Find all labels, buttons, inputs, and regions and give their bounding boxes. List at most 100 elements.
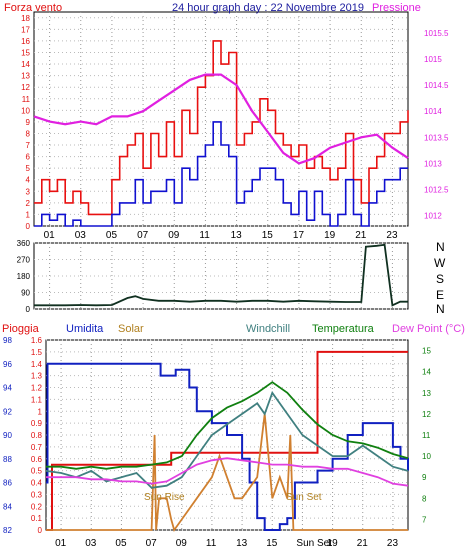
chart1-left-tick-label: 14 — [21, 60, 30, 69]
series-layer — [33, 40, 409, 533]
chart3-xtick-label: Sun Set — [296, 538, 332, 549]
chart1-right-tick-label: 1013 — [424, 159, 442, 168]
chart1-xtick-label: 09 — [168, 230, 180, 241]
chart1-xtick-label: 01 — [44, 230, 56, 241]
chart3-humidity-tick-label: 96 — [3, 360, 12, 369]
chart2-tick-label: 270 — [17, 256, 31, 265]
chart3-series-temperature — [46, 381, 409, 470]
chart3-rain-tick-label: 1.3 — [31, 372, 43, 381]
chart2-tick-label: 360 — [17, 239, 31, 248]
chart3-xtick-label: 23 — [387, 538, 399, 549]
chart3-rain-tick-label: 0.8 — [31, 431, 43, 440]
chart1-left-tick-label: 12 — [21, 83, 30, 92]
chart1-right-tick-label: 1014 — [424, 107, 442, 116]
chart3-series-windchill — [45, 390, 409, 489]
chart1-xtick-label: 23 — [386, 230, 398, 241]
pressure-axis-label: Pressione — [372, 2, 421, 14]
chart1-xtick-label: 11 — [199, 230, 210, 241]
chart2-tick-label: 90 — [21, 289, 30, 298]
compass-e: E — [436, 288, 444, 302]
legend-windchill: Windchill — [246, 323, 290, 335]
chart3-rain-tick-label: 1 — [38, 407, 43, 416]
compass-labels: N W S E N — [434, 240, 446, 316]
chart1-right-tick-label: 1012 — [424, 212, 442, 221]
chart3-xtick-label: 01 — [55, 538, 67, 549]
axis-layer: 01 03 05 07 09 11 13 15 17 19 21 230123456789101112… — [3, 14, 449, 549]
chart3-series-humidity — [46, 362, 409, 531]
chart1-right-tick-label: 1013.5 — [424, 133, 449, 142]
compass-n-bottom: N — [436, 302, 445, 316]
chart3-humidity-tick-label: 84 — [3, 502, 12, 511]
chart3-humidity-tick-label: 92 — [3, 407, 12, 416]
chart1-xtick-label: 13 — [231, 230, 243, 241]
chart1-left-tick-label: 10 — [21, 106, 30, 115]
chart1-left-tick-label: 15 — [21, 48, 30, 57]
chart1-right-tick-label: 1015.5 — [424, 29, 449, 38]
chart3-series-solar — [46, 413, 408, 533]
chart3-rain-tick-label: 0 — [38, 526, 43, 535]
chart1-right-tick-label: 1014.5 — [424, 81, 449, 90]
chart3-rain-tick-label: 0.9 — [31, 419, 43, 428]
chart3-rain-tick-label: 1.5 — [31, 348, 43, 357]
chart3-rain-tick-label: 1.1 — [31, 395, 43, 404]
chart3-rain-tick-label: 1.4 — [31, 360, 43, 369]
chart3-humidity-tick-label: 94 — [3, 384, 12, 393]
chart1-left-tick-label: 18 — [21, 14, 30, 23]
chart3-rain-tick-label: 0.5 — [31, 467, 43, 476]
chart3-temp-tick-label: 15 — [422, 347, 431, 356]
chart1-xtick-label: 17 — [293, 230, 305, 241]
chart2-series-wind-direction — [34, 243, 408, 307]
chart1-left-tick-label: 11 — [22, 95, 31, 104]
chart1-xtick-label: 05 — [106, 230, 118, 241]
chart3-xtick-label: 09 — [176, 538, 188, 549]
chart1-left-tick-label: 7 — [26, 141, 31, 150]
chart1-xtick-label: 21 — [355, 230, 367, 241]
legend-temperature: Temperatura — [312, 323, 375, 335]
chart3-temp-tick-label: 12 — [422, 410, 431, 419]
sunset-annotation: Sun Set — [286, 492, 322, 503]
chart1-left-tick-label: 2 — [26, 199, 31, 208]
legend-dewpoint: Dew Point (°C) — [392, 323, 465, 335]
chart1-xtick-label: 03 — [75, 230, 87, 241]
chart3-xtick-label: 21 — [357, 538, 369, 549]
chart3-rain-tick-label: 0.2 — [31, 502, 43, 511]
chart3-humidity-tick-label: 88 — [3, 455, 12, 464]
chart3-xtick-label: 03 — [85, 538, 97, 549]
compass-s: S — [436, 272, 444, 286]
chart1-left-tick-label: 4 — [26, 176, 31, 185]
chart3-temp-tick-label: 14 — [422, 368, 431, 377]
chart1-left-tick-label: 5 — [26, 164, 31, 173]
chart2-tick-label: 0 — [26, 305, 31, 314]
chart1-right-tick-label: 1015 — [424, 55, 442, 64]
chart3-temp-tick-label: 13 — [422, 389, 431, 398]
chart3-xtick-label: 07 — [146, 538, 158, 549]
chart3-series-dewpoint — [46, 457, 409, 487]
chart3-temp-tick-label: 7 — [422, 515, 427, 524]
chart1-left-tick-label: 17 — [21, 25, 30, 34]
chart3-rain-tick-label: 0.4 — [31, 479, 43, 488]
chart3-temp-tick-label: 11 — [422, 431, 431, 440]
chart1-xtick-label: 19 — [324, 230, 336, 241]
chart3-xtick-label: 05 — [115, 538, 127, 549]
legend-rain: Pioggia — [2, 323, 40, 335]
chart1-left-tick-label: 6 — [26, 153, 31, 162]
chart3-rain-tick-label: 0.7 — [31, 443, 43, 452]
chart2-frame — [33, 242, 409, 310]
compass-n-top: N — [436, 240, 445, 254]
chart3-xtick-label: 11 — [206, 538, 217, 549]
chart3-rain-tick-label: 1.6 — [31, 336, 43, 345]
chart1-xtick-label: 15 — [262, 230, 274, 241]
chart3-xtick-label: 13 — [236, 538, 248, 549]
chart1-left-tick-label: 3 — [26, 187, 31, 196]
chart3-rain-tick-label: 0.6 — [31, 455, 43, 464]
chart3-rain-tick-label: 0.1 — [31, 514, 43, 523]
chart3-humidity-tick-label: 82 — [3, 526, 12, 535]
chart3-temp-tick-label: 9 — [422, 473, 427, 482]
chart1-left-tick-label: 1 — [26, 210, 31, 219]
chart1-xtick-label: 07 — [137, 230, 149, 241]
sunrise-annotation: Sun Rise — [144, 492, 185, 503]
chart-title: 24 hour graph day : 22 Novembre 2019 — [172, 2, 364, 14]
chart1-left-tick-label: 16 — [21, 37, 30, 46]
compass-w: W — [434, 256, 446, 270]
